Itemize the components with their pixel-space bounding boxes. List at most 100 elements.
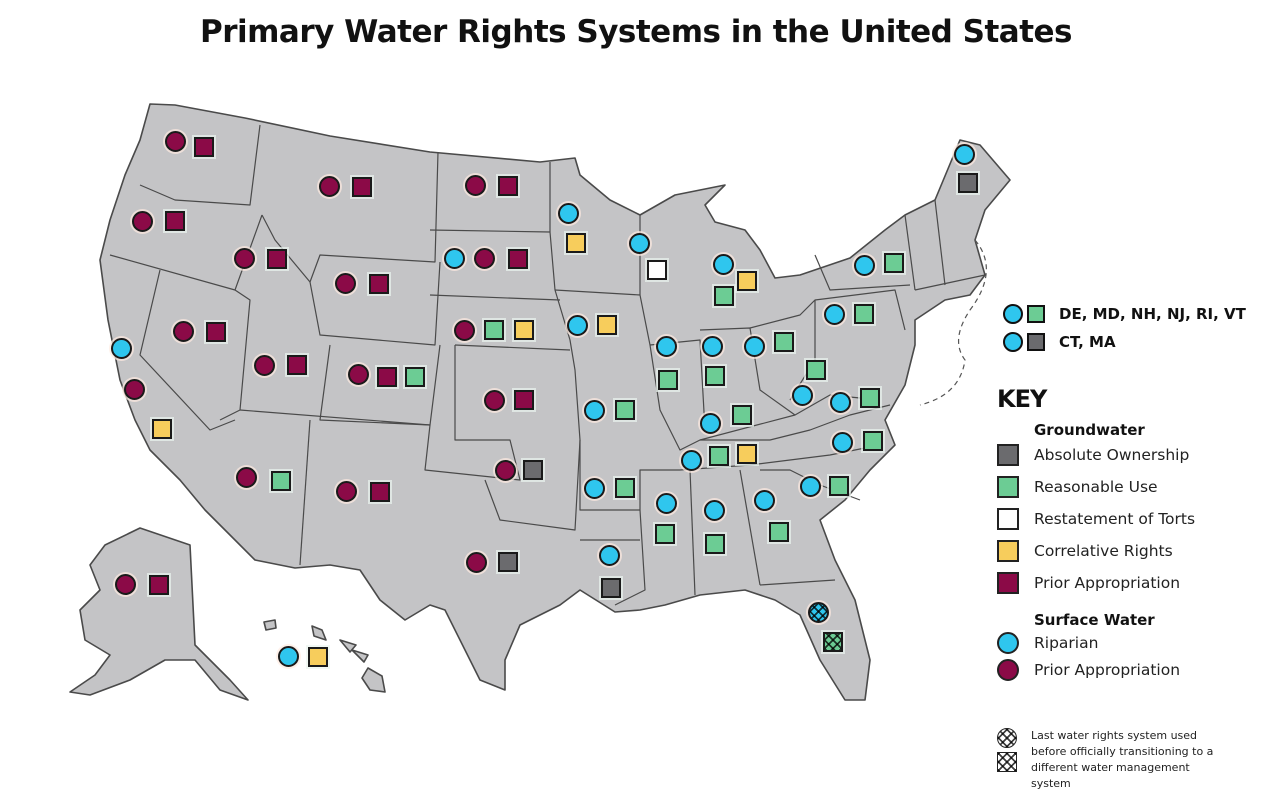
tn-reasonable-use-square-icon xyxy=(709,446,729,466)
va-riparian-circle-icon xyxy=(830,392,851,413)
key-label: Prior Appropriation xyxy=(1034,660,1181,679)
nv-prior-appropriation-square-icon xyxy=(206,322,226,342)
il-riparian-circle-icon xyxy=(656,336,677,357)
key-item-sw-prior-appropriation: Prior Appropriation xyxy=(997,656,1267,683)
prior-appropriation-circle-icon xyxy=(997,658,1019,681)
contiguous-us-outline xyxy=(99,103,1011,701)
mt-prior-appropriation-circle-icon xyxy=(319,176,340,197)
mi-reasonable-use-square-icon xyxy=(714,286,734,306)
groundwater-heading: Groundwater xyxy=(1034,421,1145,439)
mt-prior-appropriation-square-icon xyxy=(352,177,372,197)
hi-riparian-circle-icon xyxy=(278,646,299,667)
ok-absolute-ownership-square-icon xyxy=(523,460,543,480)
sd-riparian-circle-icon xyxy=(444,248,465,269)
co-reasonable-use-square-icon xyxy=(405,367,425,387)
me-riparian-circle-icon xyxy=(954,144,975,165)
mi-riparian-circle-icon xyxy=(713,254,734,275)
or-prior-appropriation-circle-icon xyxy=(132,211,153,232)
key-label: Riparian xyxy=(1034,633,1099,652)
hatch-note-text: Last water rights system used before off… xyxy=(1031,729,1214,790)
az-reasonable-use-square-icon xyxy=(271,471,291,491)
nm-prior-appropriation-square-icon xyxy=(370,482,390,502)
ut-prior-appropriation-square-icon xyxy=(287,355,307,375)
page-title: Primary Water Rights Systems in the Unit… xyxy=(199,14,1073,50)
nc-reasonable-use-square-icon xyxy=(863,431,883,451)
az-prior-appropriation-circle-icon xyxy=(236,467,257,488)
key-label: Absolute Ownership xyxy=(1034,446,1190,464)
inset-label: DE, MD, NH, NJ, RI, VT xyxy=(1059,305,1246,323)
mn-correlative-rights-square-icon xyxy=(566,233,586,253)
reasonable-use-square-icon xyxy=(997,476,1019,498)
id-prior-appropriation-circle-icon xyxy=(234,248,255,269)
il-reasonable-use-square-icon xyxy=(658,370,678,390)
ar-riparian-circle-icon xyxy=(584,478,605,499)
wa-prior-appropriation-circle-icon xyxy=(165,131,186,152)
la-riparian-circle-icon xyxy=(599,545,620,566)
key-label: Prior Appropriation xyxy=(1034,574,1181,592)
fl-riparian-circle-icon xyxy=(808,602,829,623)
map-key: KEY Groundwater Absolute Ownership Reaso… xyxy=(997,385,1267,683)
ny-riparian-circle-icon xyxy=(854,255,875,276)
prior-appropriation-square-icon xyxy=(997,572,1019,594)
mo-riparian-circle-icon xyxy=(584,400,605,421)
sc-reasonable-use-square-icon xyxy=(829,476,849,496)
ne-reasonable-use-square-icon xyxy=(484,320,504,340)
mn-riparian-circle-icon xyxy=(558,203,579,224)
sd-prior-appropriation-square-icon xyxy=(508,249,528,269)
key-label: Correlative Rights xyxy=(1034,542,1173,560)
hatched-square-icon xyxy=(997,752,1017,772)
nc-riparian-circle-icon xyxy=(832,432,853,453)
key-item-absolute-ownership: Absolute Ownership xyxy=(997,439,1267,471)
or-prior-appropriation-square-icon xyxy=(165,211,185,231)
key-item-gw-prior-appropriation: Prior Appropriation xyxy=(997,567,1267,599)
hatched-circle-icon xyxy=(997,728,1017,748)
al-reasonable-use-square-icon xyxy=(705,534,725,554)
id-prior-appropriation-square-icon xyxy=(267,249,287,269)
ks-prior-appropriation-square-icon xyxy=(514,390,534,410)
nv-prior-appropriation-circle-icon xyxy=(173,321,194,342)
key-title: KEY xyxy=(997,385,1047,413)
ar-reasonable-use-square-icon xyxy=(615,478,635,498)
key-item-riparian: Riparian xyxy=(997,629,1267,656)
ia-correlative-rights-square-icon xyxy=(597,315,617,335)
wy-prior-appropriation-square-icon xyxy=(369,274,389,294)
wi-riparian-circle-icon xyxy=(629,233,650,254)
fl-reasonable-use-square-icon xyxy=(823,632,843,652)
riparian-circle-icon xyxy=(1003,304,1023,324)
ms-riparian-circle-icon xyxy=(656,493,677,514)
ne-correlative-rights-square-icon xyxy=(514,320,534,340)
ga-reasonable-use-square-icon xyxy=(769,522,789,542)
key-label: Reasonable Use xyxy=(1034,478,1158,496)
sc-riparian-circle-icon xyxy=(800,476,821,497)
correlative-rights-square-icon xyxy=(997,540,1019,562)
pa-reasonable-use-square-icon xyxy=(854,304,874,324)
wv-riparian-circle-icon xyxy=(792,385,813,406)
wv-reasonable-use-square-icon xyxy=(806,360,826,380)
ks-prior-appropriation-circle-icon xyxy=(484,390,505,411)
me-absolute-ownership-square-icon xyxy=(958,173,978,193)
wy-prior-appropriation-circle-icon xyxy=(335,273,356,294)
ga-riparian-circle-icon xyxy=(754,490,775,511)
oh-reasonable-use-square-icon xyxy=(774,332,794,352)
riparian-circle-icon xyxy=(997,631,1019,654)
tx-prior-appropriation-circle-icon xyxy=(466,552,487,573)
nm-prior-appropriation-circle-icon xyxy=(336,481,357,502)
sd-prior-appropriation-circle-icon xyxy=(474,248,495,269)
pa-riparian-circle-icon xyxy=(824,304,845,325)
ca-correlative-rights-square-icon xyxy=(152,419,172,439)
hi-correlative-rights-square-icon xyxy=(308,647,328,667)
ca-riparian-circle-icon xyxy=(111,338,132,359)
small-states-inset-legend: DE, MD, NH, NJ, RI, VT CT, MA xyxy=(1003,300,1246,356)
reasonable-use-square-icon xyxy=(1027,305,1045,323)
nd-prior-appropriation-circle-icon xyxy=(465,175,486,196)
tn-correlative-rights-square-icon xyxy=(737,444,757,464)
ca-prior-appropriation-circle-icon xyxy=(124,379,145,400)
nd-prior-appropriation-square-icon xyxy=(498,176,518,196)
key-label: Restatement of Torts xyxy=(1034,510,1196,528)
absolute-ownership-square-icon xyxy=(1027,333,1045,351)
co-prior-appropriation-square-icon xyxy=(377,367,397,387)
va-reasonable-use-square-icon xyxy=(860,388,880,408)
tn-riparian-circle-icon xyxy=(681,450,702,471)
